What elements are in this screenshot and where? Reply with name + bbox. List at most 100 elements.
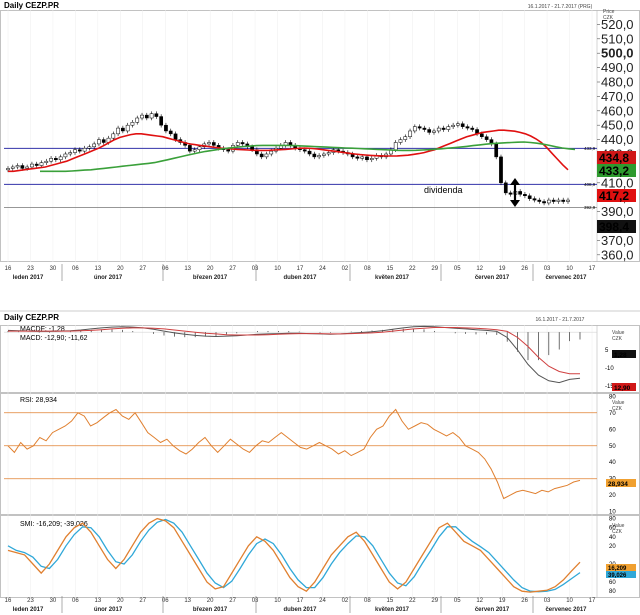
x-tick-label: 24: [319, 266, 326, 272]
price-ytick-label: 490,0: [601, 60, 634, 75]
rsi-caption-1: Value: [612, 400, 625, 406]
panel-frame: [0, 10, 640, 262]
x-tick-label: 29: [431, 598, 438, 604]
candle-body: [54, 158, 58, 161]
smi-caption-2: CZK: [612, 529, 623, 535]
x-tick-label: 22: [409, 266, 416, 272]
smi-y-axis: 8060402020406080: [609, 517, 616, 596]
x-tick-label: 05: [454, 266, 461, 272]
x-tick-label: 26: [521, 266, 528, 272]
macd-ytick-label: -10: [605, 366, 614, 372]
dividend-label: dividenda: [424, 185, 463, 195]
smi-badge-a: 16,209: [606, 564, 636, 572]
candle-body: [460, 123, 465, 127]
candle-body: [432, 130, 436, 133]
candle-body: [207, 142, 211, 145]
candle-body: [317, 155, 321, 158]
candle-body: [499, 156, 503, 184]
badge-sma-green-text: 433,2: [599, 164, 629, 178]
rsi-ytick-label: 40: [609, 460, 616, 466]
candle-body: [73, 149, 77, 153]
candle-body: [547, 199, 551, 204]
candle-body: [197, 146, 202, 150]
price-ytick-label: 460,0: [601, 103, 634, 118]
macd-badge-b: 12,90: [612, 383, 636, 392]
candle-body: [39, 162, 44, 166]
candle-body: [365, 156, 369, 161]
candle-body: [494, 143, 499, 158]
candle-body: [49, 158, 53, 162]
candle-body: [479, 133, 484, 137]
macd-label: MACD: -12,90; -11,62: [20, 335, 88, 342]
candle-body: [121, 127, 125, 132]
candle-body: [92, 143, 97, 148]
x-tick-label: 17: [297, 598, 304, 604]
candle-body: [188, 145, 192, 152]
x-tick-label: 13: [95, 598, 102, 604]
candle-body: [15, 165, 20, 168]
candle-body: [412, 126, 417, 132]
x-tick-label: 17: [297, 266, 304, 272]
x-tick-label: 12: [476, 266, 483, 272]
panel-frame: [0, 325, 640, 393]
candle-body: [302, 149, 307, 152]
x-tick-label: 06: [162, 266, 169, 272]
x-tick-label: 16: [5, 266, 12, 272]
candle-body: [470, 127, 475, 130]
candle-body: [408, 130, 412, 137]
x-tick-label: 20: [207, 598, 214, 604]
rsi-ytick-label: 10: [609, 510, 616, 516]
rsi-caption-2: CZK: [612, 406, 623, 412]
x-tick-label: 10: [274, 266, 281, 272]
rsi-y-axis: 1020304050607080: [609, 394, 616, 515]
smi-ytick-label: 60: [609, 526, 616, 532]
chart-title: Daily CEZP.PR: [4, 1, 59, 10]
rsi-label: RSI: 28,934: [20, 397, 57, 404]
smi-ytick-label: 80: [609, 517, 616, 523]
candle-body: [484, 136, 489, 140]
x-tick-label: 03: [252, 598, 259, 604]
macd-caption-2: CZK: [612, 336, 623, 342]
x-month-label: květen 2017: [375, 275, 410, 281]
x-tick-label: 08: [364, 598, 371, 604]
x-tick-label: 03: [544, 598, 551, 604]
x-tick-label: 15: [387, 266, 394, 272]
rsi-line: [7, 408, 581, 500]
macd-line: [7, 325, 581, 384]
candle-body: [542, 201, 546, 204]
macd-badge-b-text: 12,90: [614, 385, 631, 392]
smi-label: SMI: -16,209; -39,026: [20, 521, 88, 528]
candle-body: [508, 192, 513, 195]
candle-body: [25, 166, 29, 169]
smi-ytick-label: 60: [609, 580, 616, 586]
x-month-label: květen 2017: [375, 607, 410, 613]
badge-sma-red-text: 434,8: [599, 151, 629, 165]
candle-body: [312, 153, 317, 158]
x-tick-label: 08: [364, 266, 371, 272]
price-ytick-label: 450,0: [601, 118, 634, 133]
price-ytick-label: 440,0: [601, 132, 634, 147]
rsi-badge-text: 28,934: [608, 481, 628, 488]
x-tick-label: 05: [454, 598, 461, 604]
candle-body: [269, 150, 274, 155]
x-tick-label: 27: [229, 266, 236, 272]
candle-body: [68, 152, 73, 155]
candle-body: [465, 126, 470, 129]
candle-body: [556, 199, 561, 202]
candle-body: [10, 166, 15, 169]
x-tick-label: 13: [184, 266, 191, 272]
x-tick-label: 23: [27, 266, 34, 272]
candle-body: [130, 122, 135, 126]
candle-body: [226, 149, 231, 152]
candle-body: [503, 182, 508, 194]
price-ytick-label: 520,0: [601, 17, 634, 32]
candle-body: [240, 142, 245, 145]
candle-body: [360, 156, 365, 159]
badge-red-marker: 417,2: [597, 189, 636, 203]
x-tick-label: 30: [50, 598, 57, 604]
candle-body: [436, 127, 441, 132]
x-tick-label: 02: [342, 598, 349, 604]
candle-body: [164, 124, 168, 132]
x-tick-label: 13: [184, 598, 191, 604]
candle-body: [451, 124, 455, 127]
